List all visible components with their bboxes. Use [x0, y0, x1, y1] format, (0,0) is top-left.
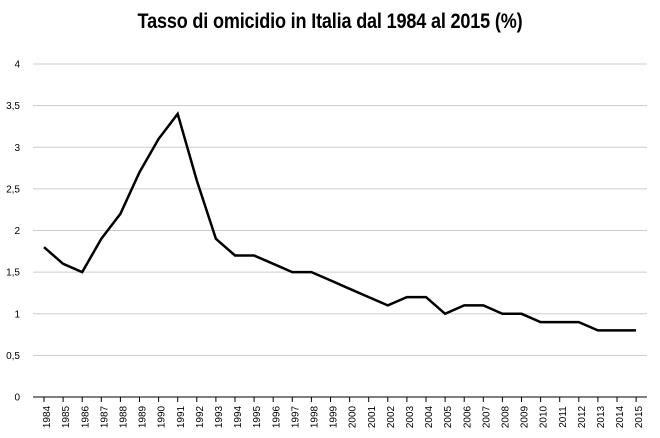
x-tick-label: 1985	[61, 405, 72, 428]
y-tick-label: 0,5	[6, 351, 20, 362]
x-tick-label: 1987	[99, 405, 110, 428]
x-tick-label: 2009	[520, 405, 531, 428]
y-tick-label: 3	[14, 143, 20, 154]
x-tick-label: 2015	[634, 405, 645, 428]
x-tick-label: 2013	[596, 405, 607, 428]
x-tick-label: 1990	[157, 405, 168, 428]
x-tick-label: 1986	[80, 405, 91, 428]
x-tick-label: 2003	[405, 405, 416, 428]
x-tick-label: 2012	[577, 405, 588, 428]
x-tick-label: 1988	[119, 405, 130, 428]
x-tick-label: 1995	[252, 405, 263, 428]
y-tick-label: 2	[14, 226, 20, 237]
x-tick-label: 1991	[176, 405, 187, 428]
x-tick-label: 1998	[310, 405, 321, 428]
y-tick-label: 4	[14, 60, 20, 71]
x-tick-label: 2011	[558, 406, 569, 428]
x-tick-label: 2001	[367, 405, 378, 428]
x-tick-label: 2014	[615, 405, 626, 428]
x-tick-label: 2002	[386, 405, 397, 428]
x-tick-label: 1992	[195, 405, 206, 428]
x-tick-label: 1993	[214, 405, 225, 428]
x-tick-label: 2010	[539, 405, 550, 428]
y-tick-label: 2,5	[6, 184, 20, 195]
x-tick-label: 2000	[348, 405, 359, 428]
y-tick-label: 1	[14, 309, 20, 320]
x-tick-label: 1996	[271, 405, 282, 428]
chart-title: Tasso di omicidio in Italia dal 1984 al …	[137, 10, 523, 33]
x-tick-label: 1984	[42, 405, 53, 428]
x-tick-label: 1997	[290, 405, 301, 428]
x-tick-label: 2008	[501, 405, 512, 428]
y-tick-label: 1,5	[6, 268, 20, 279]
x-tick-label: 2004	[424, 405, 435, 428]
x-tick-label: 1989	[138, 405, 149, 428]
series-line	[43, 111, 637, 332]
x-tick-label: 2006	[462, 405, 473, 428]
x-tick-label: 1999	[329, 405, 340, 428]
x-tick-label: 2007	[481, 405, 492, 428]
x-tick-label: 2005	[443, 405, 454, 428]
y-tick-label: 3,5	[6, 101, 20, 112]
y-tick-label: 0	[14, 393, 20, 404]
x-tick-label: 1994	[233, 405, 244, 428]
